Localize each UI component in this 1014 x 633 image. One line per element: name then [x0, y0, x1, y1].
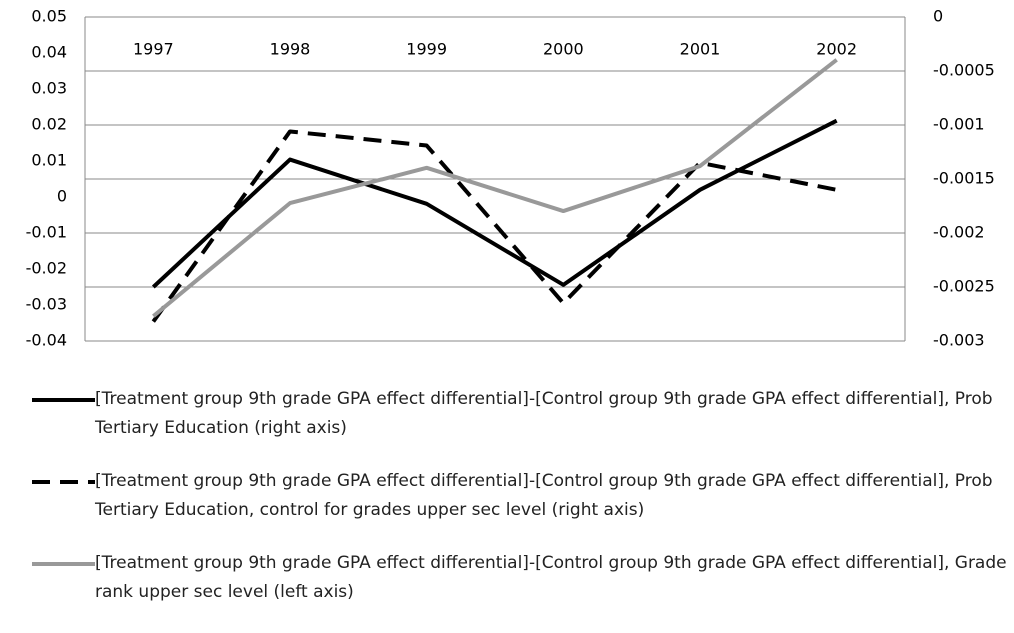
- legend-entry: [Treatment group 9th grade GPA effect di…: [0, 467, 1014, 525]
- y-tick-label: 0.05: [31, 7, 67, 26]
- y-tick-label: -0.02: [26, 259, 67, 278]
- y-tick-label: 0.04: [31, 43, 67, 62]
- y-tick-label: 0.02: [31, 115, 67, 134]
- y-tick-label: 0.01: [31, 151, 67, 170]
- series-line: [151, 129, 838, 323]
- y-tick-label: -0.01: [26, 223, 67, 242]
- series-line: [152, 58, 838, 318]
- legend-label: [Treatment group 9th grade GPA effect di…: [95, 471, 993, 520]
- chart: 0.05 0.04 0.03 0.02 0.01 0 -0.01 -0.02 -0.03 -0.0…: [26, 7, 995, 350]
- y2-tick-label: -0.002: [933, 223, 985, 242]
- y2-tick-label: -0.0025: [933, 277, 995, 296]
- y-tick-label: 0: [57, 187, 67, 206]
- y-tick-label: -0.04: [26, 331, 67, 350]
- y2-tick-label: -0.0015: [933, 169, 995, 188]
- legend-label: [Treatment group 9th grade GPA effect di…: [95, 553, 1007, 602]
- legend-entry: [Treatment group 9th grade GPA effect di…: [0, 549, 1014, 607]
- legend: [Treatment group 9th grade GPA effect di…: [0, 385, 1014, 631]
- legend-swatch: [32, 398, 95, 402]
- y2-tick-label: -0.0005: [933, 61, 995, 80]
- legend-entry: [Treatment group 9th grade GPA effect di…: [0, 385, 1014, 443]
- x-tick-label: 2000: [543, 40, 584, 59]
- legend-swatch: [32, 562, 95, 566]
- y2-tick-label: -0.003: [933, 331, 985, 350]
- y-tick-label: -0.03: [26, 295, 67, 314]
- y2-tick-label: 0: [933, 7, 943, 26]
- y-tick-label: 0.03: [31, 79, 67, 98]
- series-line: [151, 118, 838, 289]
- x-tick-label: 2001: [680, 40, 721, 59]
- x-tick-label: 2002: [816, 40, 857, 59]
- legend-label: [Treatment group 9th grade GPA effect di…: [95, 389, 993, 438]
- x-tick-label: 1999: [406, 40, 447, 59]
- x-tick-label: 1998: [270, 40, 311, 59]
- legend-swatch: [32, 480, 95, 484]
- y2-tick-label: -0.001: [933, 115, 985, 134]
- x-tick-label: 1997: [133, 40, 174, 59]
